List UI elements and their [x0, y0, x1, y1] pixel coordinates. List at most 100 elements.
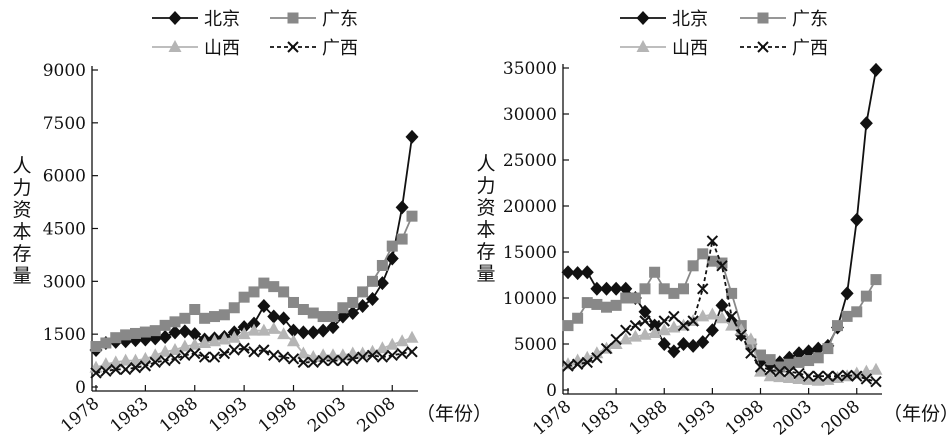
data-point-山西 — [405, 330, 419, 343]
data-point-广西 — [581, 356, 593, 369]
y-tick-label: 5000 — [514, 335, 557, 355]
data-point-广东 — [658, 283, 670, 295]
data-point-广东 — [755, 349, 766, 361]
data-point-山西 — [247, 323, 261, 336]
legend-label: 广东 — [322, 9, 358, 30]
data-point-北京 — [375, 276, 389, 291]
data-point-广西 — [571, 358, 584, 370]
y-tick-label: 25000 — [503, 151, 557, 171]
data-point-北京 — [405, 129, 419, 144]
data-point-北京 — [869, 62, 883, 77]
legend-label: 山西 — [204, 38, 240, 59]
data-point-北京 — [840, 286, 854, 301]
data-point-广东 — [159, 319, 171, 331]
data-point-山西 — [178, 339, 192, 352]
data-point-广东 — [774, 361, 786, 373]
data-point-山西 — [773, 370, 787, 383]
data-point-山西 — [638, 327, 652, 340]
data-point-广西 — [841, 369, 853, 381]
y-axis-label: 存 — [12, 243, 31, 265]
data-point-北京 — [326, 320, 340, 335]
data-point-北京 — [677, 337, 690, 351]
data-point-北京 — [811, 341, 825, 356]
data-point-广西 — [307, 356, 319, 369]
y-axis-label: 力 — [12, 177, 31, 199]
y-tick-label: 4500 — [43, 220, 86, 240]
data-point-广西 — [386, 349, 398, 362]
data-point-山西 — [375, 341, 389, 354]
data-point-北京 — [571, 266, 585, 281]
y-tick-label: 0 — [75, 378, 86, 398]
data-point-北京 — [277, 311, 291, 326]
legend-label: 北京 — [204, 9, 240, 30]
data-point-山西 — [763, 369, 777, 382]
data-point-广西 — [754, 361, 767, 373]
x-tick-label: 1993 — [205, 394, 251, 437]
data-point-山西 — [859, 364, 873, 377]
data-point-山西 — [109, 355, 123, 368]
data-point-山西 — [277, 327, 291, 340]
data-point-山西 — [705, 307, 719, 320]
data-point-广东 — [337, 302, 349, 314]
y-axis-label: 本 — [476, 219, 495, 241]
legend-marker — [287, 41, 299, 53]
legend-marker — [636, 40, 650, 52]
data-point-广东 — [803, 355, 815, 367]
data-point-广西 — [100, 365, 112, 377]
data-point-广西 — [725, 310, 738, 323]
x-tick-label: 1988 — [156, 394, 202, 437]
data-point-广东 — [793, 356, 805, 368]
data-point-广东 — [860, 290, 872, 302]
data-point-北京 — [792, 346, 806, 361]
data-point-广西 — [822, 370, 834, 382]
data-point-广西 — [851, 370, 863, 382]
data-point-山西 — [850, 366, 864, 379]
data-point-山西 — [188, 337, 202, 350]
data-point-广西 — [735, 329, 747, 341]
data-point-广西 — [687, 315, 699, 327]
data-point-广东 — [268, 281, 280, 293]
data-point-广东 — [581, 297, 593, 309]
data-point-山西 — [619, 332, 633, 345]
data-point-北京 — [395, 200, 409, 215]
data-point-山西 — [217, 332, 231, 345]
data-point-广西 — [870, 376, 882, 388]
data-point-广西 — [337, 354, 349, 367]
data-point-广东 — [697, 248, 709, 260]
data-point-广西 — [258, 344, 270, 356]
data-point-山西 — [725, 318, 739, 331]
data-point-广东 — [639, 283, 651, 295]
y-tick-label: 10000 — [503, 289, 557, 309]
data-point-广西 — [610, 333, 622, 346]
data-point-广西 — [639, 315, 651, 327]
data-point-广西 — [159, 354, 171, 367]
data-point-北京 — [667, 344, 681, 359]
data-point-广东 — [130, 327, 141, 339]
y-tick-label: 1500 — [43, 325, 86, 345]
legend-marker — [636, 11, 650, 25]
y-tick-label: 7500 — [43, 114, 86, 134]
data-point-北京 — [686, 338, 700, 353]
legend-label: 北京 — [672, 9, 708, 30]
data-point-山西 — [237, 327, 251, 340]
y-axis-label: 量 — [476, 263, 495, 285]
data-point-山西 — [696, 309, 710, 322]
y-tick-label: 9000 — [43, 61, 86, 81]
y-axis-label: 人 — [476, 153, 495, 175]
data-point-广西 — [218, 347, 231, 360]
data-point-山西 — [754, 364, 767, 377]
data-point-广西 — [228, 344, 240, 356]
y-tick-label: 6000 — [43, 167, 86, 187]
data-point-广西 — [110, 363, 122, 376]
data-point-广西 — [189, 347, 201, 360]
legend-label: 广东 — [792, 9, 828, 30]
data-point-广东 — [386, 240, 398, 252]
data-point-广东 — [288, 296, 299, 308]
data-point-北京 — [366, 291, 379, 306]
legend-marker — [168, 11, 182, 25]
data-point-广西 — [793, 367, 805, 380]
data-point-广东 — [258, 277, 270, 289]
data-point-广东 — [90, 340, 102, 352]
data-point-北京 — [247, 316, 261, 331]
